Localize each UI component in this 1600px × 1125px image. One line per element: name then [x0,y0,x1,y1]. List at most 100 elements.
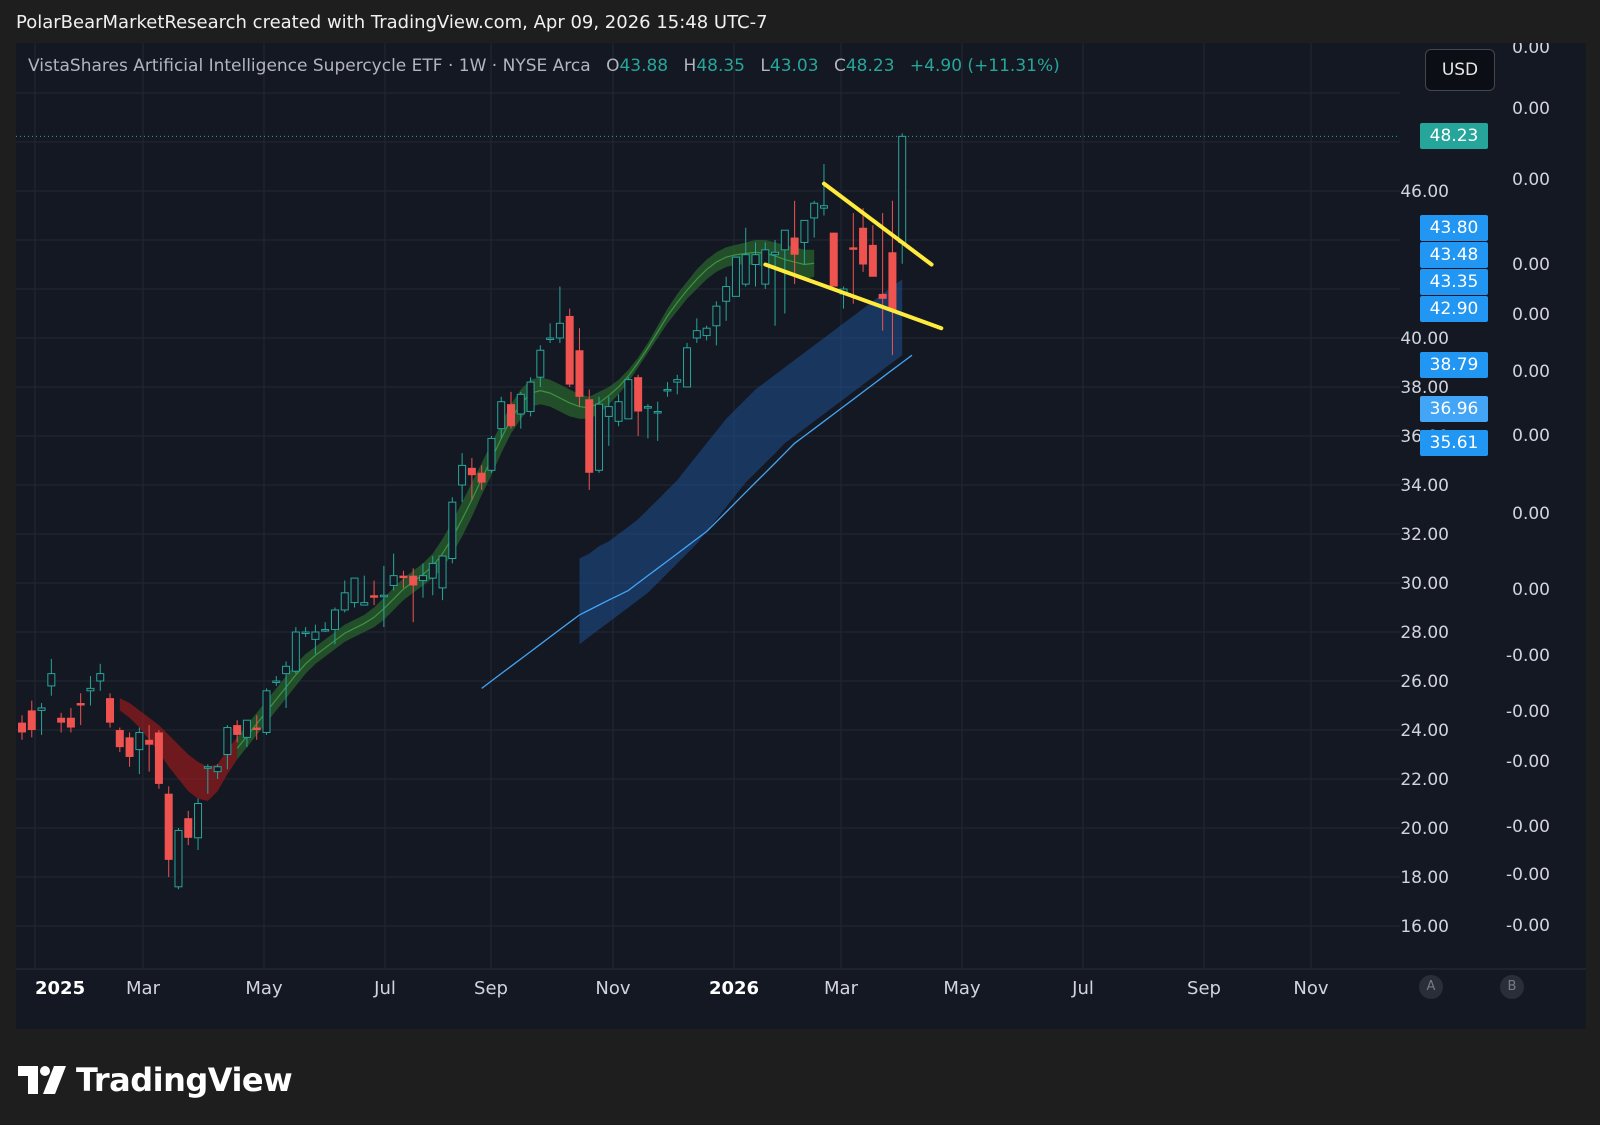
candle-body [722,286,731,302]
candle [507,391,515,429]
candle [47,658,56,696]
secondary-tick-label: 0.00 [1512,305,1550,325]
tradingview-logo[interactable]: TradingView [18,1060,293,1100]
low-value: 43.03 [769,56,819,76]
candle-body [96,673,105,682]
price-tag: 43.80 [1420,214,1488,241]
candle [595,396,604,473]
candle-body [585,399,594,473]
candle-body [790,237,799,255]
candle [878,213,887,331]
candle-body [771,251,780,256]
open-value: 43.88 [619,56,669,76]
candle-body [350,577,359,604]
publisher-credit: PolarBearMarketResearch created with Tra… [16,12,768,33]
candle-body [47,673,56,687]
scale-button-b[interactable]: B [1500,975,1524,999]
candle-body [213,766,222,773]
candle [262,688,271,735]
x-tick-label: Mar [824,978,859,999]
candle [859,208,868,272]
candle-body [418,575,427,582]
candle-body [868,244,877,277]
candle [154,730,163,789]
candle [731,256,740,297]
secondary-tick-label: -0.00 [1506,646,1550,666]
trendline [821,181,934,267]
candle [164,786,173,877]
candle [575,328,584,407]
candle [145,725,154,772]
secondary-tick-label: 0.00 [1512,255,1550,275]
y-tick-label: 40.00 [1400,329,1449,349]
candle [643,404,652,439]
candle [526,377,535,417]
y-tick-label: 30.00 [1400,574,1449,594]
candle [516,391,525,429]
candle [86,676,95,706]
candle-body [18,722,26,733]
symbol-legend: VistaShares Artificial Intelligence Supe… [28,56,1060,76]
chart-panel[interactable]: 16.00 18.00 20.00 22.00 24.00 26.00 28.00 30.00… [16,43,1586,1029]
trendlines[interactable] [763,181,944,331]
secondary-tick-label: 0.00 [1512,426,1550,446]
candle [810,200,819,238]
tradingview-logo-text: TradingView [76,1061,293,1099]
candle [125,732,134,767]
candle [448,497,457,564]
candle-body [233,725,242,735]
x-tick-label: 2025 [35,978,85,999]
candle-body [379,594,388,598]
scale-button-a[interactable]: A [1419,975,1443,999]
candle [565,308,574,387]
candle [585,389,594,490]
candle-body [467,467,476,476]
secondary-tick-label: 0.00 [1512,504,1550,524]
candle-body [614,401,623,422]
candle [252,715,261,740]
candle [76,693,85,726]
candle-body [125,737,134,757]
candle-body [565,315,574,385]
candle [819,164,828,216]
candle-body [409,575,418,586]
candle [663,382,672,397]
candle-body [135,731,144,751]
candle-body [604,406,613,417]
secondary-tick-label: -0.00 [1506,752,1550,772]
secondary-tick-label: 0.00 [1512,99,1550,119]
candle-body [497,401,506,430]
candle [37,703,46,735]
candle-body [780,229,789,251]
candle [223,725,232,770]
candle [399,570,408,588]
candle [438,555,447,601]
secondary-tick-label: 0.00 [1512,43,1550,58]
candle [467,458,476,500]
candle [203,764,212,794]
candle-body [282,665,291,675]
candle-body [692,330,701,339]
candle-body [106,698,115,723]
candle-body [595,403,604,471]
secondary-tick-label: 0.00 [1512,580,1550,600]
candle [409,568,418,623]
price-chart[interactable]: 16.00 18.00 20.00 22.00 24.00 26.00 28.00 30.00… [16,43,1586,1029]
secondary-tick-label: 0.00 [1512,170,1550,190]
candle [712,301,721,346]
candle-body [57,717,66,723]
x-tick-label: Nov [1293,978,1328,999]
candle-body [477,472,486,483]
y-tick-label: 34.00 [1400,476,1449,496]
candle [370,580,379,606]
price-tag: 35.61 [1420,430,1488,457]
candle [360,575,369,606]
price-tag: 42.90 [1420,295,1488,322]
currency-button[interactable]: USD [1425,49,1495,91]
candle-body [653,411,662,414]
candle-body [643,406,652,409]
candle [868,225,877,277]
low-label: L [760,56,770,76]
grid [16,43,1586,970]
